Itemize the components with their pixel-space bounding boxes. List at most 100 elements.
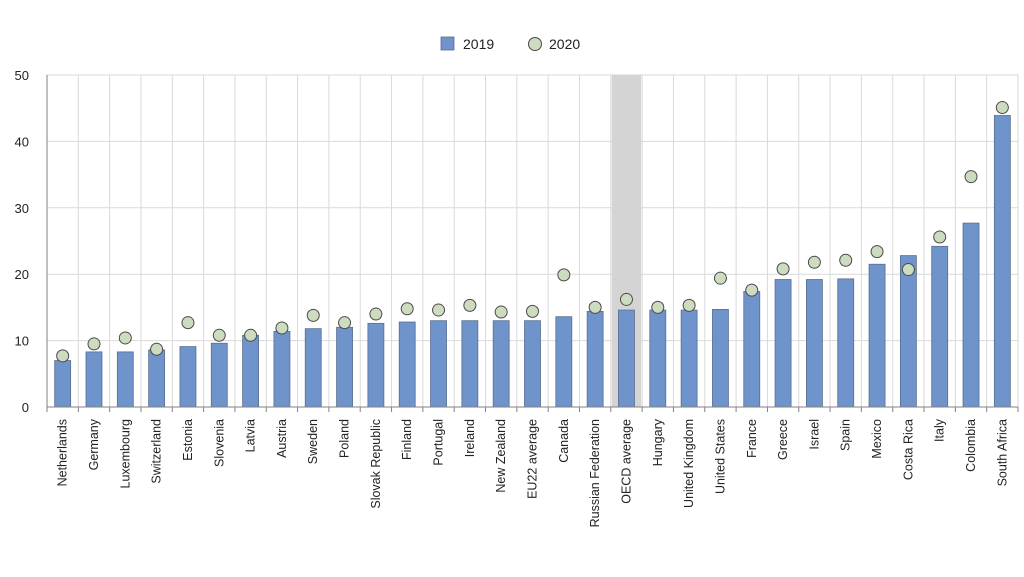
x-tick-label: Austria: [275, 419, 289, 458]
x-tick-label: New Zealand: [494, 419, 508, 493]
legend-label-2019: 2019: [463, 36, 494, 52]
x-tick-label: Hungary: [651, 418, 665, 466]
x-tick-label: Ireland: [463, 419, 477, 457]
x-tick-label: Germany: [87, 418, 101, 470]
x-tick-label: EU22 average: [526, 419, 540, 499]
x-tick-label: Luxembourg: [118, 419, 132, 489]
bar-2019-0: [54, 360, 72, 408]
bars-2019: [54, 115, 1011, 408]
marker-2020-12: [432, 303, 446, 317]
axes: [46, 75, 1019, 412]
x-tick-label: France: [745, 419, 759, 458]
x-tick-label: Greece: [776, 419, 790, 460]
x-tick-label: Estonia: [181, 419, 195, 461]
x-tick-label: Canada: [557, 419, 571, 463]
bar-2019-3: [148, 349, 166, 408]
marker-2020-22: [745, 283, 759, 297]
marker-2020-7: [275, 321, 289, 335]
marker-2020-24: [807, 255, 821, 269]
marker-2020-8: [306, 308, 320, 322]
bar-2019-18: [618, 309, 635, 408]
markers-2020: [56, 101, 1009, 363]
x-tick-label: OECD average: [619, 419, 633, 504]
bar-2019-8: [304, 328, 322, 408]
marker-2020-23: [776, 262, 790, 276]
legend-label-2020: 2020: [549, 36, 580, 52]
bar-2019-29: [962, 222, 980, 408]
x-tick-label: United Kingdom: [682, 419, 696, 508]
legend-swatch-2019: [440, 36, 455, 51]
marker-2020-30: [995, 101, 1009, 115]
gridlines: [46, 74, 1019, 408]
x-tick-label: Finland: [400, 419, 414, 460]
x-tick-label: Spain: [839, 419, 853, 451]
marker-2020-2: [118, 331, 132, 345]
y-axis-ticks: 0 10 20 30 40 50: [15, 68, 29, 415]
marker-2020-15: [526, 304, 539, 318]
bar-2019-20: [680, 309, 698, 408]
marker-2020-28: [933, 230, 947, 244]
bar-2019-6: [242, 334, 259, 408]
bar-2019-2: [116, 351, 134, 408]
bar-2019-23: [774, 279, 792, 408]
legend: 2019 2020: [440, 36, 580, 52]
marker-2020-17: [588, 300, 602, 314]
x-tick-label: Slovenia: [212, 419, 226, 467]
marker-2020-1: [87, 337, 101, 351]
bar-2019-15: [524, 320, 541, 408]
y-tick-label: 0: [22, 400, 29, 415]
y-tick-label: 10: [15, 334, 29, 349]
bar-2019-30: [993, 115, 1011, 408]
x-tick-label: Poland: [338, 419, 352, 458]
marker-2020-26: [870, 245, 884, 259]
bar-2019-4: [179, 346, 197, 408]
marker-2020-5: [212, 328, 226, 342]
x-tick-label: Switzerland: [150, 419, 164, 484]
marker-2020-3: [150, 342, 164, 356]
bar-2019-5: [210, 342, 228, 408]
marker-2020-6: [244, 328, 258, 342]
bar-2019-22: [743, 291, 761, 408]
x-tick-label: United States: [713, 419, 727, 494]
bar-2019-28: [931, 245, 949, 408]
legend-marker-2020: [528, 37, 542, 51]
y-tick-label: 20: [15, 267, 29, 282]
bar-2019-13: [461, 320, 479, 408]
x-tick-label: Mexico: [870, 419, 884, 459]
bar-2019-21: [712, 308, 729, 408]
bar-2019-9: [336, 326, 353, 408]
x-axis-labels: Netherlands Germany Luxembourg Switzerland E…: [56, 418, 1010, 527]
bar-2019-7: [273, 330, 291, 408]
x-tick-label: Costa Rica: [901, 419, 915, 480]
y-tick-label: 50: [15, 68, 29, 83]
x-tick-label: Israel: [807, 419, 821, 450]
x-tick-label: Sweden: [306, 419, 320, 464]
marker-2020-13: [463, 298, 477, 312]
x-tick-label: Netherlands: [56, 419, 70, 486]
marker-2020-11: [400, 302, 414, 316]
bar-2019-1: [85, 351, 103, 408]
marker-2020-16: [557, 268, 571, 282]
marker-2020-18: [619, 292, 633, 306]
marker-2020-0: [56, 349, 70, 363]
marker-2020-19: [651, 300, 665, 314]
bar-2019-10: [367, 322, 385, 408]
marker-2020-21: [713, 271, 727, 285]
marker-2020-4: [181, 316, 195, 330]
marker-2020-14: [494, 305, 508, 319]
x-tick-label: Portugal: [432, 419, 446, 466]
bar-2019-17: [586, 310, 604, 408]
y-tick-label: 40: [15, 134, 29, 149]
marker-2020-27: [901, 263, 915, 277]
marker-2020-10: [369, 307, 383, 321]
x-tick-label: Colombia: [964, 419, 978, 472]
marker-2020-29: [964, 170, 978, 184]
x-tick-label: Latvia: [244, 419, 258, 452]
bar-2019-27: [899, 255, 917, 408]
marker-2020-25: [839, 253, 853, 267]
bar-2019-12: [430, 320, 447, 408]
bar-2019-24: [806, 279, 823, 408]
x-tick-label: Russian Federation: [588, 419, 602, 527]
x-tick-label: South Africa: [995, 419, 1009, 486]
